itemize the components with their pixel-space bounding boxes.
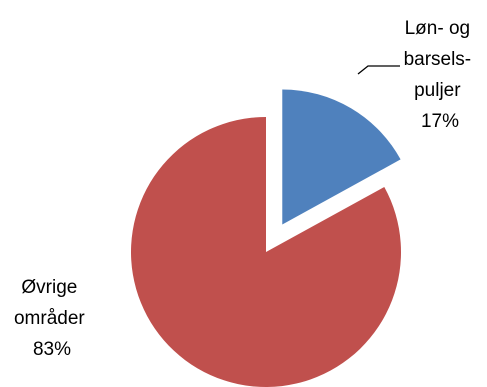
- pie-slice-oevrige-omraader: [131, 117, 402, 387]
- slice-label-line: områder: [14, 308, 85, 329]
- slice-percent-label: 17%: [421, 111, 459, 132]
- slice-label-line: Løn- og: [405, 18, 470, 39]
- pie-slice-loen-og-barselspuljer: [282, 89, 401, 225]
- leader-line: [357, 65, 400, 75]
- slice-label-line: barsels-: [404, 49, 472, 70]
- slice-label-loen-og-barselspuljer: Løn- og barsels- puljer 17%: [404, 18, 477, 132]
- slice-label-line: puljer: [414, 80, 461, 101]
- slice-percent-label: 83%: [33, 339, 71, 360]
- slice-label-line: Øvrige: [21, 277, 77, 298]
- slice-label-oevrige-omraader: Øvrige områder 83%: [14, 277, 90, 360]
